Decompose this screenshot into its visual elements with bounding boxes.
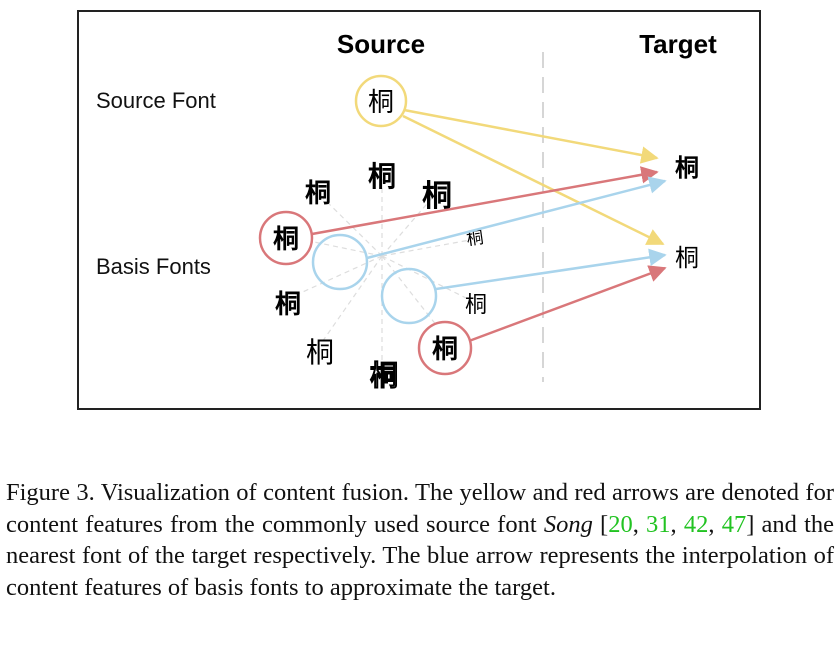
source-font-glyph: 桐 [368, 88, 394, 118]
citation-link-47[interactable]: 47 [721, 510, 747, 538]
basis-glyph-7: 桐 [370, 359, 398, 392]
nearest-font-glyph-2: 桐 [432, 335, 458, 365]
interpolation-circle-2 [380, 267, 438, 325]
basis-glyph-2: 桐 [368, 160, 396, 193]
caption-sep: , [632, 510, 647, 538]
header-source: Source [337, 29, 425, 59]
citation-link-31[interactable]: 31 [646, 510, 671, 538]
label-basis-fonts: Basis Fonts [96, 254, 211, 279]
blue-arrow-1 [366, 176, 667, 260]
basis-glyph-5: 桐 [275, 290, 301, 320]
blue-arrow-2 [435, 248, 667, 291]
red-arrow-2 [468, 265, 667, 343]
caption-text-1: Figure 3. Visualization of content fusio… [6, 479, 834, 538]
red-arrow-1 [311, 166, 659, 236]
citation-link-20[interactable]: 20 [608, 510, 633, 538]
basis-glyph-3: 桐 [422, 179, 452, 214]
content-fusion-figure: Source Target Source Font Basis Fonts 桐 … [77, 10, 761, 410]
label-source-font: Source Font [96, 88, 216, 113]
interpolation-circle-1 [311, 233, 369, 291]
basis-glyph-6: 桐 [306, 336, 334, 369]
caption-font-name: Song [543, 510, 593, 538]
basis-glyph-4: 桐 [465, 228, 485, 250]
caption-sep: , [708, 510, 722, 538]
figure-frame [77, 10, 761, 410]
caption-text-2: [ [592, 510, 609, 538]
yellow-arrow-1 [403, 108, 659, 164]
figure-caption: Figure 3. Visualization of content fusio… [6, 477, 834, 603]
source-font-circle [354, 74, 408, 128]
nearest-font-circle-1 [258, 210, 314, 266]
nearest-font-glyph-1: 桐 [273, 225, 299, 255]
citation-link-42[interactable]: 42 [683, 510, 709, 538]
basis-spokes [284, 165, 471, 370]
yellow-arrow-2 [402, 114, 665, 246]
basis-glyph-1: 桐 [305, 179, 331, 209]
header-target: Target [639, 29, 717, 59]
caption-text-3: ] and the nearest font of the target res… [6, 510, 835, 601]
nearest-font-circle-2 [417, 320, 473, 376]
target-glyph-1: 桐 [675, 154, 699, 182]
basis-glyph-8: 桐 [465, 293, 487, 318]
caption-sep: , [670, 510, 684, 538]
target-glyph-2: 桐 [675, 244, 699, 272]
